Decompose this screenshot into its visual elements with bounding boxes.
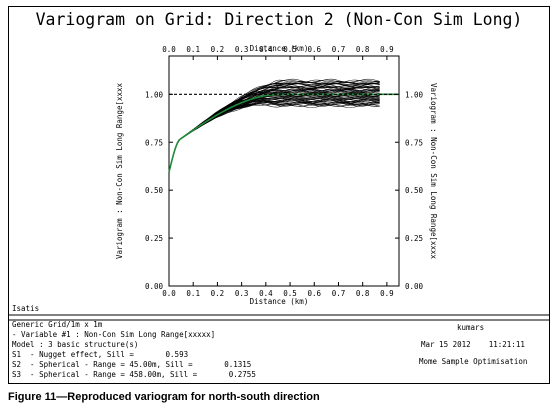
info-model: Model : 3 basic structure(s) (12, 340, 139, 349)
realization-line (173, 102, 380, 154)
y-tick-label-right: 0.50 (405, 186, 424, 195)
y-tick-label-left: 0.75 (145, 138, 163, 147)
x-tick-label-bottom: 0.4 (259, 289, 273, 298)
x-tick-label-top: 0.5 (283, 45, 297, 54)
info-variable: - Variable #1 : Non-Con Sim Long Range[x… (12, 330, 216, 339)
x-tick-label-top: 0.4 (259, 45, 273, 54)
x-axis-label-bottom: Distance (km) (250, 297, 309, 306)
realization-line (173, 99, 380, 154)
realization-line (173, 78, 380, 154)
y-axis-label-right: Variogram : Non-Con Sim Long Range[xxxx (429, 83, 438, 260)
realization-line (173, 97, 380, 154)
y-tick-label-left: 0.00 (145, 282, 164, 291)
x-tick-label-bottom: 0.5 (283, 289, 297, 298)
y-tick-label-right: 0.00 (405, 282, 424, 291)
x-tick-label-top: 0.8 (356, 45, 370, 54)
realization-line (173, 103, 380, 154)
realization-line (173, 100, 380, 154)
x-tick-label-bottom: 0.6 (307, 289, 321, 298)
y-tick-label-left: 1.00 (145, 90, 164, 99)
realization-line (173, 97, 380, 154)
y-tick-label-right: 0.25 (405, 234, 423, 243)
realization-line (173, 79, 380, 154)
realization-lines (173, 78, 380, 154)
realization-line (173, 79, 380, 154)
info-structure-1: S1 - Nugget effect, Sill = 0.593 (12, 350, 189, 359)
x-tick-label-top: 0.2 (211, 45, 225, 54)
x-axis-label-top: Distance (km) (250, 44, 309, 53)
x-tick-label-top: 0.9 (380, 45, 394, 54)
info-structure-2: S2 - Spherical - Range = 45.00m, Sill = … (12, 360, 252, 369)
realization-line (173, 98, 380, 154)
x-tick-label-bottom: 0.1 (186, 289, 200, 298)
realization-line (173, 101, 380, 154)
y-tick-label-left: 0.25 (145, 234, 163, 243)
y-tick-label-left: 0.50 (145, 186, 164, 195)
software-name: Isatis (12, 304, 40, 313)
axis-ticks: 0.0 0.0 0.1 0.1 0.2 0.2 0.3 0.3 0.4 0.4 0.5 0.5 0.6 0… (145, 45, 424, 298)
x-tick-label-bottom: 0.3 (235, 289, 249, 298)
x-tick-label-bottom: 0.2 (211, 289, 225, 298)
figure-caption: Figure 11—Reproduced variogram for north… (8, 391, 320, 403)
info-project: Mome Sample Optimisation (419, 357, 528, 366)
y-axis-label-left: Variogram : Non-Con Sim Long Range[xxxx (115, 82, 124, 259)
realization-line (173, 101, 380, 154)
realization-line (173, 100, 380, 154)
info-grid: Generic Grid/1m x 1m (12, 320, 103, 329)
y-tick-label-right: 0.75 (405, 138, 423, 147)
x-tick-label-bottom: 0.0 (162, 289, 176, 298)
realization-line (173, 101, 380, 154)
info-structure-3: S3 - Spherical - Range = 458.00m, Sill =… (12, 370, 256, 379)
figure-frame: Variogram on Grid: Direction 2 (Non-Con … (8, 6, 550, 384)
x-tick-label-top: 0.7 (332, 45, 346, 54)
x-tick-label-bottom: 0.9 (380, 289, 394, 298)
x-tick-label-top: 0.6 (307, 45, 321, 54)
realization-line (173, 97, 380, 154)
variogram-plot: 0.0 0.0 0.1 0.1 0.2 0.2 0.3 0.3 0.4 0.4 0.5 0.5 0.6 0… (9, 44, 549, 321)
x-tick-label-bottom: 0.7 (332, 289, 346, 298)
x-tick-label-top: 0.0 (162, 45, 176, 54)
y-tick-label-right: 1.00 (405, 90, 424, 99)
x-tick-label-top: 0.1 (186, 45, 200, 54)
info-date: Mar 15 2012 11:21:11 (421, 340, 525, 349)
info-user: kumars (457, 323, 485, 332)
realization-line (173, 100, 380, 154)
chart-title: Variogram on Grid: Direction 2 (Non-Con … (35, 10, 523, 29)
x-tick-label-top: 0.3 (235, 45, 249, 54)
realization-line (173, 102, 380, 154)
x-tick-label-bottom: 0.8 (356, 289, 370, 298)
realization-line (173, 104, 380, 154)
